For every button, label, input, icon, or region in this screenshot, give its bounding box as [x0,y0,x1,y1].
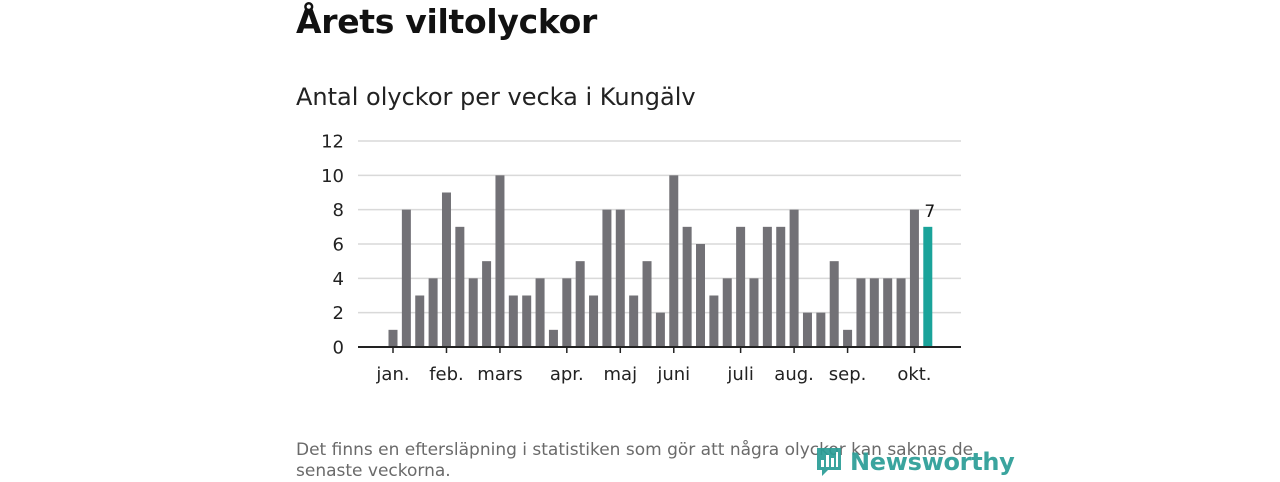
bar [401,209,411,347]
bar [896,278,906,347]
bar [441,192,451,347]
bar [522,295,532,347]
y-tick-label: 4 [333,269,344,290]
x-tick-label: mars [477,364,522,385]
footnote: Det finns en eftersläpning i statistiken… [296,440,974,481]
bar [562,278,572,347]
bar-chart: 0 2 4 6 8 10 12 jan. feb. mars apr. maj juni juli aug… [321,132,961,385]
bar [816,312,826,347]
bar [455,226,465,347]
bar-highlight [923,226,933,347]
bar [548,329,558,347]
bar [829,261,839,347]
x-tick-label: juli [726,364,753,385]
bar [802,312,812,347]
x-tick-label: jan. [375,364,409,385]
bar [776,226,786,347]
bar [482,261,492,347]
bar [909,209,919,347]
bar [749,278,759,347]
bar [615,209,625,347]
x-tick-label: aug. [774,364,814,385]
bar [696,244,706,347]
newsworthy-logo-icon [817,448,841,476]
bar [722,278,732,347]
bar [856,278,866,347]
y-axis-ticks: 0 2 4 6 8 10 12 [321,132,344,359]
x-axis-ticks: jan. feb. mars apr. maj juni juli aug. sep. okt. [375,347,932,385]
bar [789,209,799,347]
bars [358,175,961,348]
bar [428,278,438,347]
data-labels: 7 [924,202,935,222]
bar [762,226,772,347]
x-tick-label: okt. [897,364,931,385]
y-tick-label: 6 [333,235,344,256]
bar [655,312,665,347]
bar [535,278,545,347]
x-tick-label: apr. [550,364,584,385]
bar [642,261,652,347]
bar [883,278,893,347]
x-tick-label: maj [604,364,638,385]
bar [629,295,639,347]
bar [495,175,505,347]
newsworthy-logo-text: Newsworthy [850,448,1015,476]
bar [468,278,478,347]
bar [709,295,719,347]
y-tick-label: 10 [321,166,344,187]
bar [869,278,879,347]
bar [388,329,398,347]
x-tick-label: sep. [829,364,867,385]
newsworthy-logo: Newsworthy [814,446,1015,478]
bar [669,175,679,347]
y-tick-label: 2 [333,303,344,324]
y-tick-label: 0 [333,338,344,359]
y-tick-label: 8 [333,200,344,221]
chart-title: Årets viltolyckor [296,2,597,41]
bar [508,295,518,347]
x-tick-label: juni [656,364,690,385]
chart-subtitle: Antal olyckor per vecka i Kungälv [296,83,696,111]
bar [682,226,692,347]
x-tick-label: feb. [429,364,464,385]
bar [736,226,746,347]
y-tick-label: 12 [321,132,344,153]
data-label-last-week: 7 [924,202,935,222]
bar [589,295,599,347]
bar [843,329,853,347]
bar [602,209,612,347]
bar [575,261,585,347]
bar [415,295,425,347]
